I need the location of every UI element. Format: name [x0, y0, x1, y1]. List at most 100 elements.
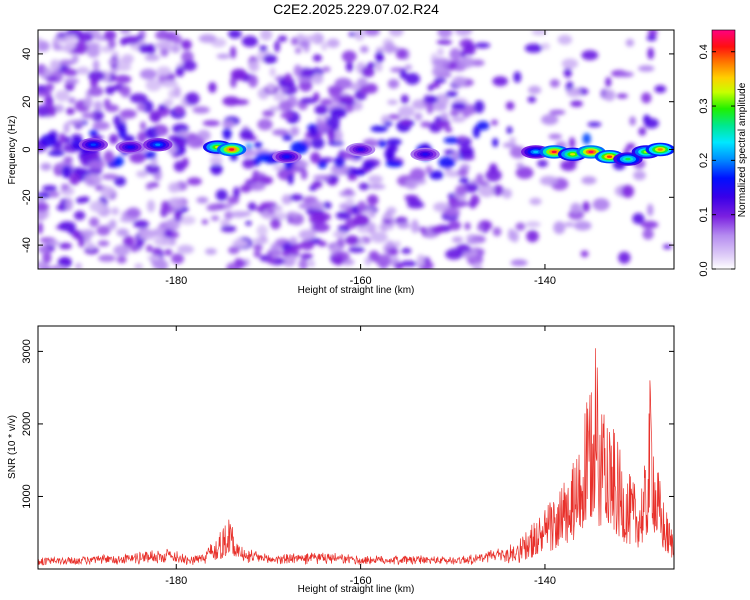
spectrogram-blob [173, 135, 188, 149]
spectrogram-blob [227, 196, 240, 205]
spectrogram-blob [509, 137, 517, 143]
snr-ticks: -180 -160 -140 1000 2000 3000 [21, 326, 674, 587]
spectrogram-blob [368, 183, 386, 190]
spectrogram-blob [527, 96, 537, 103]
spectrogram-blob [245, 220, 252, 226]
spectrogram-blob [633, 170, 646, 181]
spectrogram-blob [387, 78, 400, 89]
spectrogram-blob [384, 121, 393, 127]
spectrogram-blob [464, 222, 471, 231]
spectrogram-blob [38, 104, 51, 117]
spectrogram-blob [389, 247, 399, 256]
spectrogram-blob [156, 66, 172, 76]
spectrogram-hotspot [127, 145, 133, 149]
spectrogram-blob [492, 137, 499, 148]
spectrogram-blob [352, 168, 367, 176]
spectrogram-blob [395, 216, 408, 225]
spectrogram-blob [400, 118, 412, 127]
spectrogram-blob [76, 31, 94, 43]
spectrogram-blob [581, 176, 597, 185]
spectrogram-blob [256, 224, 268, 237]
spectrogram-blob [647, 30, 658, 37]
spectrogram-blob [181, 39, 192, 50]
spectrogram-blob [387, 45, 400, 53]
spectrogram-blob [510, 259, 528, 267]
spectrogram-hotspot [90, 143, 96, 146]
spectrogram-blob [60, 45, 73, 52]
spectrogram-blob [361, 66, 375, 78]
spectrogram-hotspot [551, 150, 557, 154]
spectrogram-blob [451, 102, 467, 110]
spectrogram-blob [368, 175, 383, 184]
spectrogram-blob [320, 98, 333, 106]
snr-series-line [38, 348, 674, 566]
spectrogram-blob [334, 156, 345, 168]
spectrogram-blob [117, 86, 131, 94]
spectrogram-blob [258, 176, 273, 185]
spectrogram-blob [312, 54, 323, 62]
colorbar-gradient [711, 29, 736, 270]
spectrogram-blob [241, 35, 259, 48]
spectrogram-blob [248, 60, 260, 73]
spectrogram-blob [211, 215, 220, 221]
spectrogram-blob [561, 58, 579, 69]
spectrogram-ytick-label: -40 [21, 237, 33, 253]
spectrogram-blob [492, 185, 504, 196]
spectrogram-ylabel: Frequency (Hz) [7, 116, 18, 185]
spectrogram-blob [621, 184, 635, 198]
spectrogram-blob [563, 67, 572, 78]
spectrogram-blob [460, 56, 475, 68]
spectrogram-blob [208, 82, 217, 93]
spectrogram-blob [228, 30, 242, 39]
spectrogram-blob [541, 114, 559, 125]
spectrogram-blob [308, 127, 319, 137]
spectrogram-blob [69, 173, 80, 186]
spectrogram-blob [453, 201, 471, 207]
spectrogram-blob [48, 191, 60, 198]
spectrogram-blob [317, 240, 327, 247]
spectrogram-blob [262, 110, 275, 117]
spectrogram-blob [57, 265, 65, 269]
spectrogram-blob [186, 135, 205, 149]
spectrogram-blob [154, 129, 166, 135]
spectrogram-blob [386, 206, 397, 215]
spectrogram-blob [58, 132, 66, 145]
spectrogram-blob [322, 201, 332, 209]
spectrogram-blob [290, 141, 309, 155]
spectrogram-blob [242, 158, 255, 169]
spectrogram-blob [328, 86, 342, 99]
spectrogram-blob [293, 64, 302, 77]
spectrogram-blob [44, 95, 54, 107]
spectrogram-blob [72, 167, 85, 174]
spectrogram-blob [154, 41, 173, 49]
spectrogram-blob [63, 68, 79, 77]
spectrogram-blob [311, 137, 325, 150]
spectrogram-blob [105, 104, 120, 113]
spectrogram-blob [81, 112, 96, 119]
spectrogram-blob [310, 200, 323, 210]
spectrogram-blob [370, 125, 389, 133]
spectrogram-blob [394, 262, 404, 269]
spectrogram-blob [437, 30, 453, 38]
spectrogram-blob [136, 103, 146, 112]
snr-frame [37, 325, 675, 570]
spectrogram-blob [72, 41, 89, 55]
spectrogram-blob [568, 209, 585, 220]
spectrogram-blob [386, 240, 395, 249]
spectrogram-blob [476, 121, 490, 131]
spectrogram-blob [472, 262, 483, 269]
colorbar-tick-label: 0.1 [698, 207, 710, 222]
spectrogram-blob [63, 122, 70, 134]
spectrogram-blob [65, 197, 74, 211]
spectrogram-hotspot [422, 153, 428, 156]
spectrogram-blob [386, 138, 402, 146]
spectrogram-blob [129, 152, 146, 164]
spectrogram-blob [364, 30, 380, 37]
spectrogram-blob [334, 255, 344, 266]
spectrogram-blob [216, 53, 231, 59]
spectrogram-blob [429, 170, 444, 180]
spectrogram-blob [272, 129, 290, 136]
spectrogram-blob [430, 225, 445, 234]
snr-plot: -180 -160 -140 1000 2000 3000 Height of strai… [7, 325, 675, 595]
spectrogram-blob [560, 160, 577, 171]
